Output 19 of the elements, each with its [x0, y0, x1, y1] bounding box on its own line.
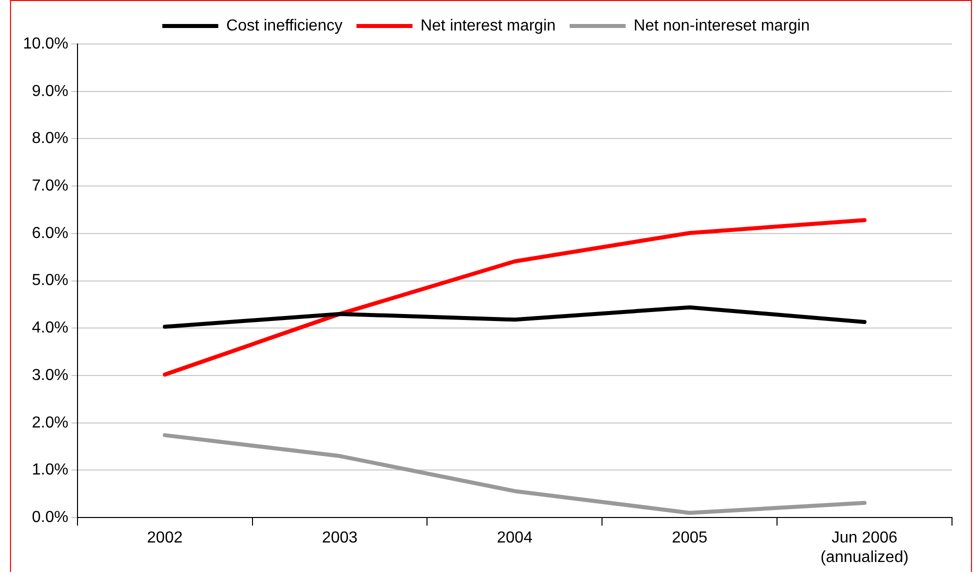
y-tick-label: 2.0%: [32, 414, 68, 432]
x-tick-label: 2002: [147, 530, 183, 547]
y-tick-label: 3.0%: [32, 366, 68, 384]
y-tick-label: 4.0%: [32, 320, 68, 337]
x-tick-label: 2005: [672, 530, 708, 547]
legend-label: Net interest margin: [420, 17, 556, 34]
y-tick-label: 7.0%: [32, 177, 68, 194]
legend-label: Net non-intereset margin: [634, 17, 810, 34]
legend-label: Cost inefficiency: [226, 17, 342, 34]
x-tick-label: 2004: [496, 530, 533, 547]
y-tick-label: 6.0%: [32, 224, 68, 242]
y-tick-label: 0.0%: [32, 509, 68, 526]
y-tick-label: 10.0%: [22, 35, 68, 52]
y-tick-label: 9.0%: [32, 82, 68, 100]
x-tick-label: Jun 2006 (annualized): [820, 530, 909, 566]
y-tick-label: 8.0%: [32, 130, 68, 148]
y-tick-label: 1.0%: [32, 462, 68, 479]
x-tick-label: 2003: [322, 530, 358, 547]
y-tick-label: 5.0%: [32, 272, 68, 290]
